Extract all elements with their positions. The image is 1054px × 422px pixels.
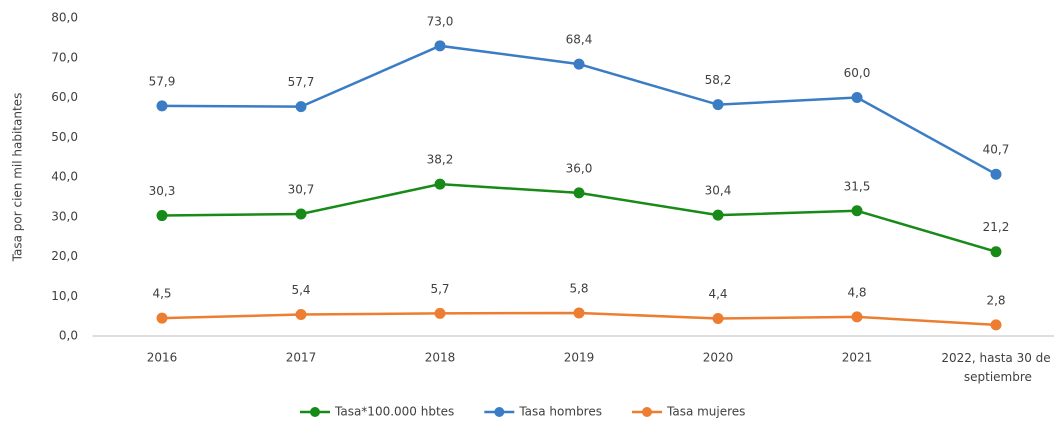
data-label: 38,2 (427, 153, 454, 167)
data-label: 30,4 (705, 184, 732, 198)
data-label: 2,8 (986, 293, 1005, 307)
legend-label: Tasa*100.000 hbtes (334, 405, 454, 419)
y-tick-label: 20,0 (51, 249, 78, 263)
data-label: 58,2 (705, 73, 732, 87)
data-label: 5,4 (291, 283, 310, 297)
data-point (434, 178, 446, 190)
y-tick-label: 50,0 (51, 130, 78, 144)
x-tick-label: 2018 (425, 351, 456, 365)
y-tick-label: 70,0 (51, 50, 78, 64)
data-point (573, 187, 585, 199)
data-point (712, 99, 724, 111)
data-point (295, 309, 307, 321)
data-point (573, 58, 585, 70)
y-tick-label: 0,0 (59, 329, 78, 343)
data-label: 36,0 (566, 161, 593, 175)
data-point (990, 319, 1002, 331)
data-label: 60,0 (844, 66, 871, 80)
x-tick-label: 2016 (147, 351, 178, 365)
data-point (156, 100, 168, 112)
data-label: 4,4 (708, 287, 727, 301)
data-point (434, 307, 446, 319)
data-point (573, 307, 585, 319)
legend-marker (494, 407, 505, 417)
y-tick-label: 30,0 (51, 209, 78, 223)
legend-label: Tasa mujeres (666, 405, 745, 419)
data-label: 4,5 (152, 287, 171, 301)
data-point (156, 312, 168, 324)
y-tick-label: 40,0 (51, 170, 78, 184)
x-tick-label: 2017 (286, 351, 317, 365)
data-label: 5,7 (430, 282, 449, 296)
data-label: 30,7 (288, 182, 315, 196)
x-tick-label: 2022, hasta 30 de septiembre (941, 351, 1050, 384)
x-tick-label: 2019 (564, 351, 595, 365)
y-axis-label: Tasa por cien mil habitantes (11, 93, 25, 263)
data-point (851, 92, 863, 103)
data-point (851, 205, 863, 217)
data-label: 57,9 (149, 74, 176, 88)
data-label: 31,5 (844, 179, 871, 193)
data-label: 68,4 (566, 33, 593, 47)
x-tick-label: 2021 (842, 351, 873, 365)
data-label: 30,3 (149, 184, 176, 198)
data-label: 40,7 (983, 143, 1010, 157)
data-label: 73,0 (427, 14, 454, 28)
data-label: 21,2 (983, 220, 1010, 234)
data-point (851, 311, 863, 323)
y-tick-label: 80,0 (51, 11, 78, 25)
data-label: 57,7 (288, 75, 315, 89)
y-tick-label: 60,0 (51, 90, 78, 104)
data-point (156, 210, 168, 222)
data-label: 5,8 (569, 281, 588, 295)
y-tick-label: 10,0 (51, 289, 78, 303)
legend-marker (642, 407, 652, 417)
data-point (434, 40, 446, 52)
data-label: 4,8 (847, 285, 866, 299)
data-point (295, 101, 307, 113)
data-point (990, 168, 1002, 180)
legend-label: Tasa hombres (518, 405, 602, 419)
x-tick-label: 2020 (703, 351, 734, 365)
data-point (712, 313, 724, 325)
data-point (295, 208, 307, 220)
legend-marker (310, 407, 320, 417)
data-point (990, 246, 1002, 258)
data-point (712, 209, 724, 221)
